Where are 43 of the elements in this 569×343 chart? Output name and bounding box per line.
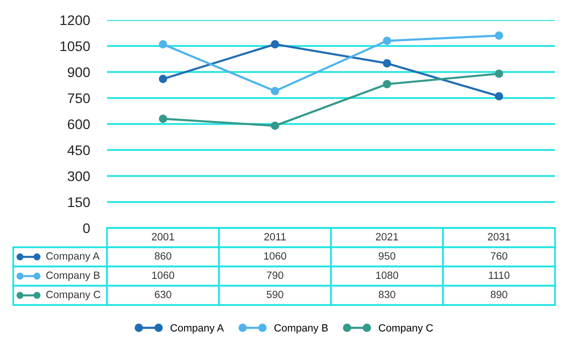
point	[494, 31, 504, 40]
point	[494, 70, 504, 78]
point	[270, 86, 280, 96]
legend-label: Company B	[46, 272, 100, 281]
text: Company B	[274, 324, 328, 334]
point	[270, 40, 280, 48]
data-label: 790	[266, 272, 284, 279]
point	[494, 92, 504, 100]
y-tick-label: 0	[83, 223, 90, 234]
point	[158, 74, 168, 84]
legend-label: Company A	[46, 252, 100, 262]
data-label: 830	[378, 290, 396, 298]
x-tick-label: 2031	[488, 233, 510, 240]
point	[382, 59, 392, 68]
x-tick-label: 2021	[376, 233, 398, 240]
data-label: 1060	[264, 252, 286, 260]
data-label: 760	[490, 252, 508, 260]
y-tick-label: 750	[68, 93, 90, 104]
y-tick-label: 1200	[60, 15, 90, 26]
y-tick-label: 600	[68, 119, 90, 130]
point	[158, 114, 168, 123]
point	[270, 122, 280, 130]
data-label: 1110	[488, 272, 510, 279]
data-label: 1080	[376, 272, 398, 279]
y-tick-label: 1050	[60, 41, 90, 52]
x-tick-label: 2011	[264, 233, 286, 240]
x-tick-label: 2001	[152, 233, 174, 240]
point	[382, 36, 392, 45]
data-label: 950	[378, 252, 396, 260]
data-label: 1060	[152, 272, 174, 279]
y-tick-label: 900	[68, 67, 90, 78]
data-label: 630	[154, 290, 172, 298]
text: Company A	[170, 324, 224, 334]
data-label: 860	[154, 252, 172, 260]
y-tick-label: 300	[68, 171, 90, 182]
point	[158, 40, 168, 48]
text: Company C	[378, 324, 433, 334]
y-tick-label: 150	[68, 197, 90, 208]
legend-label: Company C	[46, 290, 100, 300]
point	[382, 80, 392, 88]
y-tick-label: 450	[67, 145, 90, 156]
data-label: 590	[266, 290, 284, 298]
data-label: 890	[490, 290, 508, 298]
